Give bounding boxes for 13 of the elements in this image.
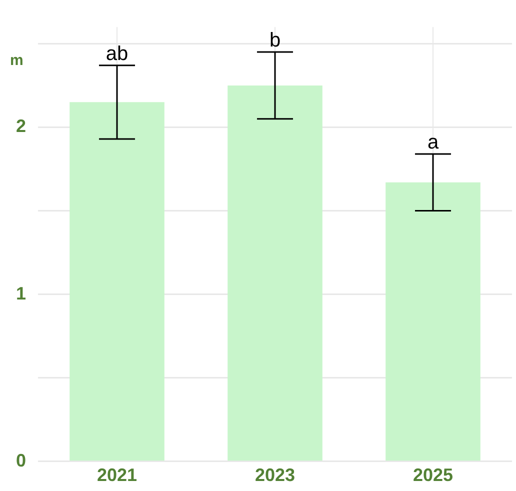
- bar: [70, 102, 164, 461]
- x-tick-label: 2025: [412, 465, 454, 486]
- annotation: b: [269, 30, 281, 52]
- x-tick-label: 2021: [96, 465, 138, 486]
- y-axis-title: m: [10, 52, 24, 69]
- y-tick-label: 2: [16, 116, 26, 136]
- annotation: a: [427, 131, 440, 154]
- y-tick-label: 1: [16, 283, 26, 304]
- annotation: ab: [106, 42, 128, 65]
- x-tick-label: 2023: [254, 465, 296, 486]
- bar: [386, 182, 480, 461]
- y-tick-label: 0: [16, 450, 26, 470]
- bar: [228, 85, 322, 461]
